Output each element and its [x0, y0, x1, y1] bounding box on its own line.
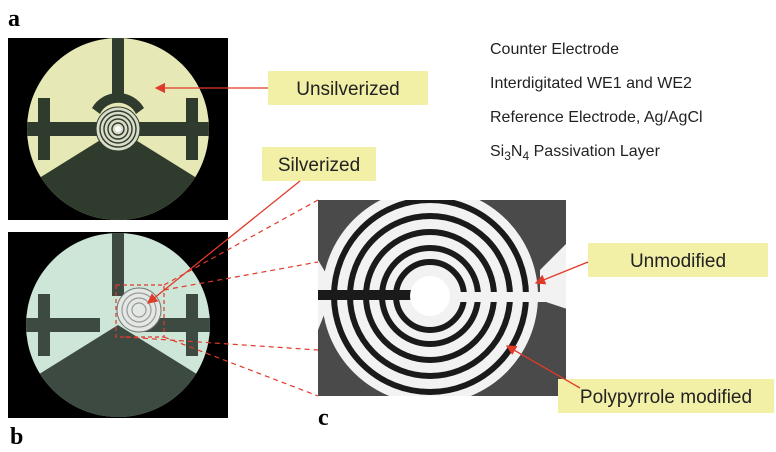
legend-item: Reference Electrode, Ag/AgCl — [490, 109, 703, 126]
legend-text: N — [511, 143, 523, 160]
legend-text: Si — [490, 143, 504, 160]
callout-text: Unmodified — [630, 251, 726, 272]
legend-item: Si3N4 Passivation Layer — [490, 143, 661, 163]
legend-item: Interdigitated WE1 and WE2 — [490, 75, 692, 92]
legend-item: Counter Electrode — [490, 41, 619, 58]
figure: a b c Unsilverized Silverized Unmodified… — [0, 0, 776, 452]
panel-label: b — [10, 424, 23, 450]
legend-text: Passivation Layer — [529, 143, 660, 160]
image-c — [318, 188, 570, 404]
callout-text: Polypyrrole modified — [580, 387, 752, 408]
callout-text: Unsilverized — [296, 79, 399, 100]
callout-text: Silverized — [278, 155, 360, 176]
image-b — [8, 226, 228, 437]
panel-label: a — [8, 6, 20, 32]
image-a — [8, 30, 228, 241]
panel-label: c — [318, 405, 329, 431]
